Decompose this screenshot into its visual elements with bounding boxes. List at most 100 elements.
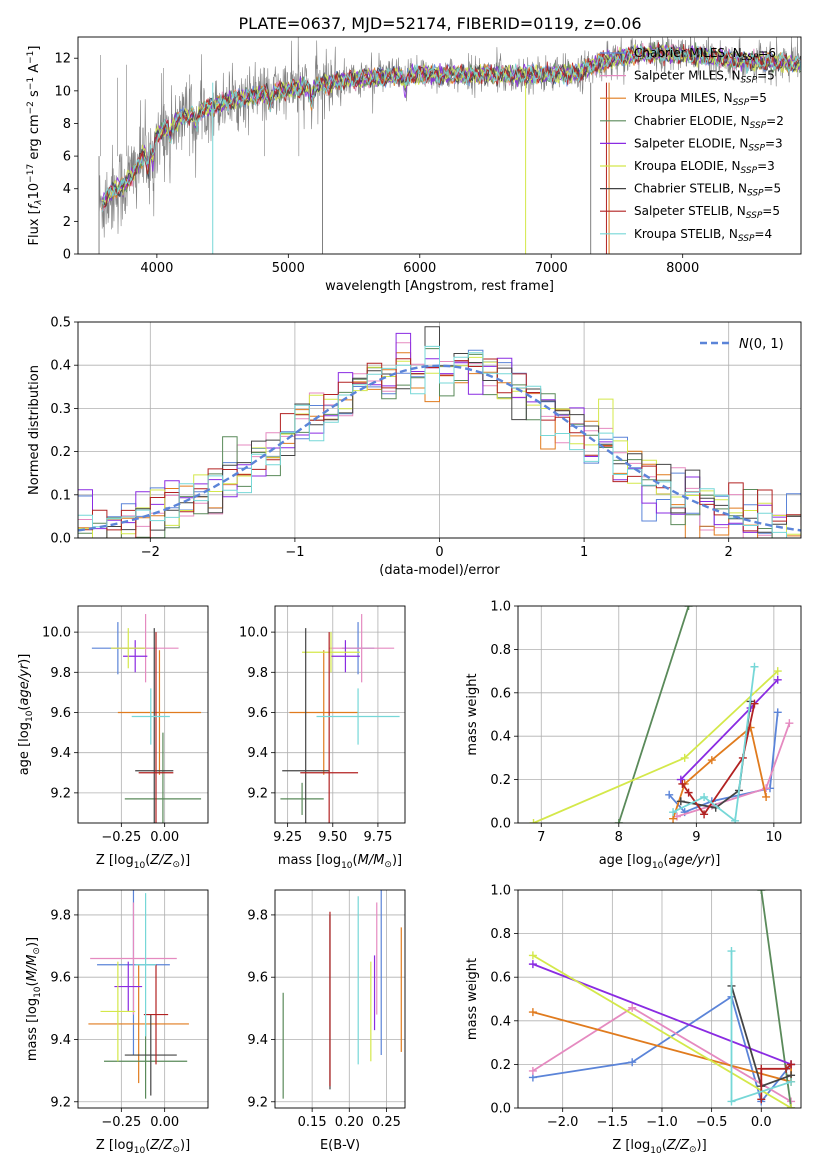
model-line <box>101 43 801 209</box>
y-tick-label: 6 <box>63 150 71 165</box>
legend-entry: Kroupa ELODIE, NSSP=3 <box>634 159 775 176</box>
data-marker <box>727 947 736 956</box>
x-tick-label: 8000 <box>666 261 699 276</box>
x-tick-label: 0.20 <box>335 1115 364 1130</box>
y-tick-label: 9.4 <box>50 746 71 761</box>
y-tick-label: 9.6 <box>247 971 268 986</box>
x-tick-label: 8 <box>615 830 623 845</box>
x-axis-label: age [log10(age/yr)] <box>599 853 721 871</box>
y-tick-label: 0.1 <box>50 488 71 503</box>
data-marker <box>757 890 766 894</box>
data-marker <box>773 675 782 684</box>
data-marker <box>757 1095 766 1104</box>
y-tick-label: 9.8 <box>247 666 268 681</box>
data-marker <box>787 1060 796 1069</box>
axes-frame <box>517 605 802 824</box>
x-tick-label: −2.0 <box>547 1115 579 1130</box>
errorbar-point <box>135 893 156 1037</box>
data-marker <box>529 819 538 823</box>
x-tick-label: 7000 <box>535 261 568 276</box>
y-tick-label: 9.2 <box>50 786 71 801</box>
age-vs-mass-chart: 9.25 9.50 9.75 9.2 9.4 9.6 9.8 10.0 mass [log10(… <box>239 605 406 871</box>
errorbar-point <box>143 964 169 1065</box>
y-tick-label: 0.8 <box>490 927 511 942</box>
spectrum-chart: 4000 5000 6000 7000 8000 0 2 4 6 8 10 12 Chabrier MI… <box>26 36 802 294</box>
errorbar-point <box>316 688 400 745</box>
y-tick-label: 0.6 <box>490 686 511 701</box>
axes-frame <box>77 889 209 1109</box>
data-marker <box>528 951 537 960</box>
y-tick-label: 9.6 <box>50 971 71 986</box>
x-axis-label: Z [log10(Z/Z⊙)] <box>96 853 190 871</box>
legend-entry: Salpeter MILES, NSSP=5 <box>634 69 775 86</box>
data-marker <box>700 810 709 819</box>
errorbar-point <box>124 1014 177 1096</box>
y-tick-label: 9.8 <box>50 666 71 681</box>
legend-entry: Salpeter STELIB, NSSP=5 <box>634 204 780 221</box>
errorbar-point <box>300 632 359 823</box>
legend-entry: Chabrier STELIB, NSSP=5 <box>634 182 781 199</box>
x-tick-label: 9.50 <box>318 830 347 845</box>
errorbar-point <box>289 650 359 775</box>
x-tick-label: 10 <box>766 830 783 845</box>
errorbar-point <box>88 964 189 1084</box>
data-marker <box>684 606 693 610</box>
data-marker <box>665 790 674 799</box>
y-tick-label: 0.5 <box>50 316 71 331</box>
y-axis-label: mass weight <box>465 673 480 755</box>
x-tick-label: 0.0 <box>751 1115 772 1130</box>
data-marker <box>773 667 782 676</box>
errorbar-point <box>135 628 174 823</box>
data-marker <box>707 756 716 765</box>
y-tick-label: 1.0 <box>490 884 511 899</box>
data-marker <box>528 1066 537 1075</box>
y-tick-label: 10.0 <box>42 626 71 641</box>
errorbar-point <box>100 961 136 1062</box>
data-marker <box>700 792 709 801</box>
y-tick-label: 8 <box>63 117 71 132</box>
x-tick-label: 0 <box>435 545 443 560</box>
age-vs-metallicity-chart: −0.25 0.00 9.2 9.4 9.6 9.8 10.0 Z [log10(Z/Z⊙)]… <box>17 605 209 871</box>
errorbar-point <box>302 632 360 673</box>
plot-area <box>91 614 202 823</box>
y-tick-label: 0.0 <box>50 532 71 547</box>
x-tick-label: 6000 <box>403 261 436 276</box>
mass-vs-metallicity-chart: −0.25 0.00 9.2 9.4 9.6 9.8 Z [log10(Z/Z⊙)] mass… <box>25 889 209 1156</box>
y-tick-label: 9.2 <box>247 1095 268 1110</box>
x-tick-label: −1.0 <box>646 1115 678 1130</box>
errorbar-point <box>138 632 174 823</box>
weight-vs-metallicity-chart: −2.0 −1.5 −1.0 −0.5 0.0 0.0 0.2 0.4 0.6 0.8 1.0 mas… <box>465 884 802 1156</box>
data-marker <box>757 1064 766 1073</box>
data-marker <box>750 699 759 708</box>
errorbar-point <box>131 688 170 745</box>
errorbar-point <box>90 902 177 1015</box>
y-tick-label: 0.3 <box>50 402 71 417</box>
y-axis-label: mass [log10(M/M⊙)] <box>25 937 43 1061</box>
y-tick-label: 10 <box>54 84 71 99</box>
data-marker <box>782 1064 791 1073</box>
errorbar-point <box>124 732 202 823</box>
axes-frame <box>274 889 406 1109</box>
y-tick-label: 9.8 <box>50 908 71 923</box>
y-tick-label: 0.4 <box>490 730 511 745</box>
data-marker <box>528 960 537 969</box>
y-tick-label: 12 <box>54 52 71 67</box>
x-axis-label: Z [log10(Z/Z⊙)] <box>96 1138 190 1156</box>
x-tick-label: 2 <box>725 545 733 560</box>
axes-frame <box>517 889 802 1109</box>
data-marker <box>628 1003 637 1012</box>
y-tick-label: 4 <box>63 182 71 197</box>
mass-vs-ebv-chart: 0.15 0.20 0.25 9.2 9.4 9.6 9.8 E(B-V) <box>247 889 406 1153</box>
data-marker <box>787 1104 796 1108</box>
y-tick-label: 0.2 <box>490 773 511 788</box>
plot-area <box>282 890 402 1099</box>
data-marker <box>628 1058 637 1067</box>
x-tick-label: −1.5 <box>597 1115 629 1130</box>
x-tick-label: 7 <box>537 830 545 845</box>
data-marker <box>676 775 685 784</box>
x-axis-label: Z [log10(Z/Z⊙)] <box>612 1138 706 1156</box>
residual-histogram-chart: −2 −1 0 1 2 0.0 0.1 0.2 0.3 0.4 0.5 N(0, 1) (data-mo… <box>27 316 802 578</box>
data-marker <box>787 1077 796 1086</box>
legend-entry: Chabrier ELODIE, NSSP=2 <box>634 114 784 131</box>
